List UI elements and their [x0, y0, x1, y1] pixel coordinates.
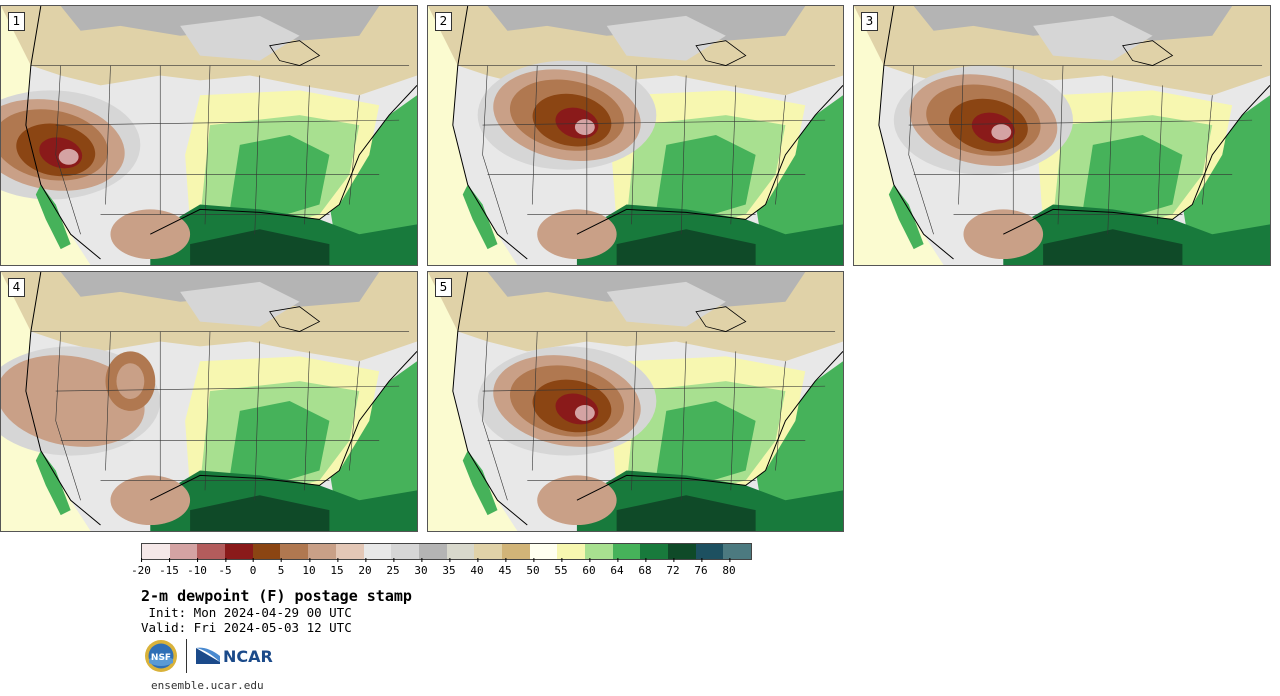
colorbar-swatch — [668, 544, 696, 559]
colorbar-swatch — [474, 544, 502, 559]
dewpoint-map-2 — [428, 6, 843, 265]
ncar-logo-icon — [196, 647, 220, 664]
colorbar-swatch — [695, 544, 724, 559]
colorbar-tick-label: 5 — [278, 558, 284, 577]
map-panel-2: 2 — [427, 5, 844, 266]
ncar-logo: NCAR — [195, 646, 273, 666]
colorbar-tick-label: 55 — [554, 558, 568, 577]
colorbar-tick-label: 40 — [470, 558, 484, 577]
colorbar — [141, 543, 753, 560]
dewpoint-map-3 — [854, 6, 1270, 265]
map-panel-4: 4 — [0, 271, 418, 532]
colorbar-tick-label: 25 — [386, 558, 400, 577]
colorbar-swatch — [501, 544, 530, 559]
map-panel-5: 5 — [427, 271, 844, 532]
valid-time: Valid: Fri 2024-05-03 12 UTC — [141, 620, 352, 635]
colorbar-swatch — [363, 544, 392, 559]
colorbar-swatch — [640, 544, 669, 559]
colorbar-tick-label: 0 — [250, 558, 256, 577]
colorbar-tick-label: 76 — [694, 558, 708, 577]
map-panel-1: 1 — [0, 5, 418, 266]
dewpoint-map-4 — [1, 272, 417, 531]
colorbar-swatch — [225, 544, 253, 559]
colorbar-swatch — [252, 544, 281, 559]
dewpoint-map-5 — [428, 272, 843, 531]
dewpoint-map-1 — [1, 6, 417, 265]
panel-label-5: 5 — [435, 278, 452, 297]
colorbar-swatch — [529, 544, 558, 559]
colorbar-tick-label: -10 — [187, 558, 207, 577]
nsf-logo-icon: NSF — [145, 640, 177, 672]
colorbar-tick-label: 64 — [610, 558, 624, 577]
colorbar-tick-label: 30 — [414, 558, 428, 577]
colorbar-tick-label: 10 — [302, 558, 316, 577]
colorbar-swatch — [197, 544, 226, 559]
colorbar-tick-label: 60 — [582, 558, 596, 577]
panel-label-2: 2 — [435, 12, 452, 31]
panel-label-4: 4 — [8, 278, 25, 297]
colorbar-tick-label: -15 — [159, 558, 179, 577]
panel-label-1: 1 — [8, 12, 25, 31]
colorbar-swatch — [308, 544, 336, 559]
colorbar-swatch — [612, 544, 641, 559]
init-time: Init: Mon 2024-04-29 00 UTC — [141, 605, 352, 620]
logo-divider — [186, 639, 187, 673]
colorbar-ticks: -20 -15 -10 -5 0 5 10 15 20 25 30 35 40 45 50 55 60 64 68 7… — [131, 558, 757, 578]
panel-label-3: 3 — [861, 12, 878, 31]
colorbar-swatch — [142, 544, 170, 559]
colorbar-tick-label: -20 — [131, 558, 151, 577]
website-url: ensemble.ucar.edu — [151, 679, 264, 692]
colorbar-swatch — [446, 544, 475, 559]
colorbar-tick-label: 35 — [442, 558, 456, 577]
colorbar-tick-label: 45 — [498, 558, 512, 577]
colorbar-tick-label: 80 — [722, 558, 736, 577]
logos: NSF NCAR — [144, 638, 273, 674]
colorbar-swatch — [391, 544, 419, 559]
colorbar-swatch — [169, 544, 198, 559]
colorbar-tick-label: 50 — [526, 558, 540, 577]
colorbar-swatch — [723, 544, 752, 559]
colorbar-tick-label: -5 — [218, 558, 232, 577]
map-panel-3: 3 — [853, 5, 1271, 266]
ncar-logo-text: NCAR — [223, 646, 273, 666]
colorbar-swatch — [280, 544, 309, 559]
chart-title: 2-m dewpoint (F) postage stamp — [141, 587, 412, 605]
colorbar-swatch — [335, 544, 364, 559]
colorbar-swatch — [585, 544, 613, 559]
colorbar-tick-label: 68 — [638, 558, 652, 577]
colorbar-tick-label: 15 — [330, 558, 344, 577]
colorbar-tick-label: 20 — [358, 558, 372, 577]
nsf-logo-text: NSF — [151, 653, 171, 663]
colorbar-tick-label: 72 — [666, 558, 680, 577]
colorbar-swatch — [557, 544, 585, 559]
colorbar-swatch — [418, 544, 447, 559]
